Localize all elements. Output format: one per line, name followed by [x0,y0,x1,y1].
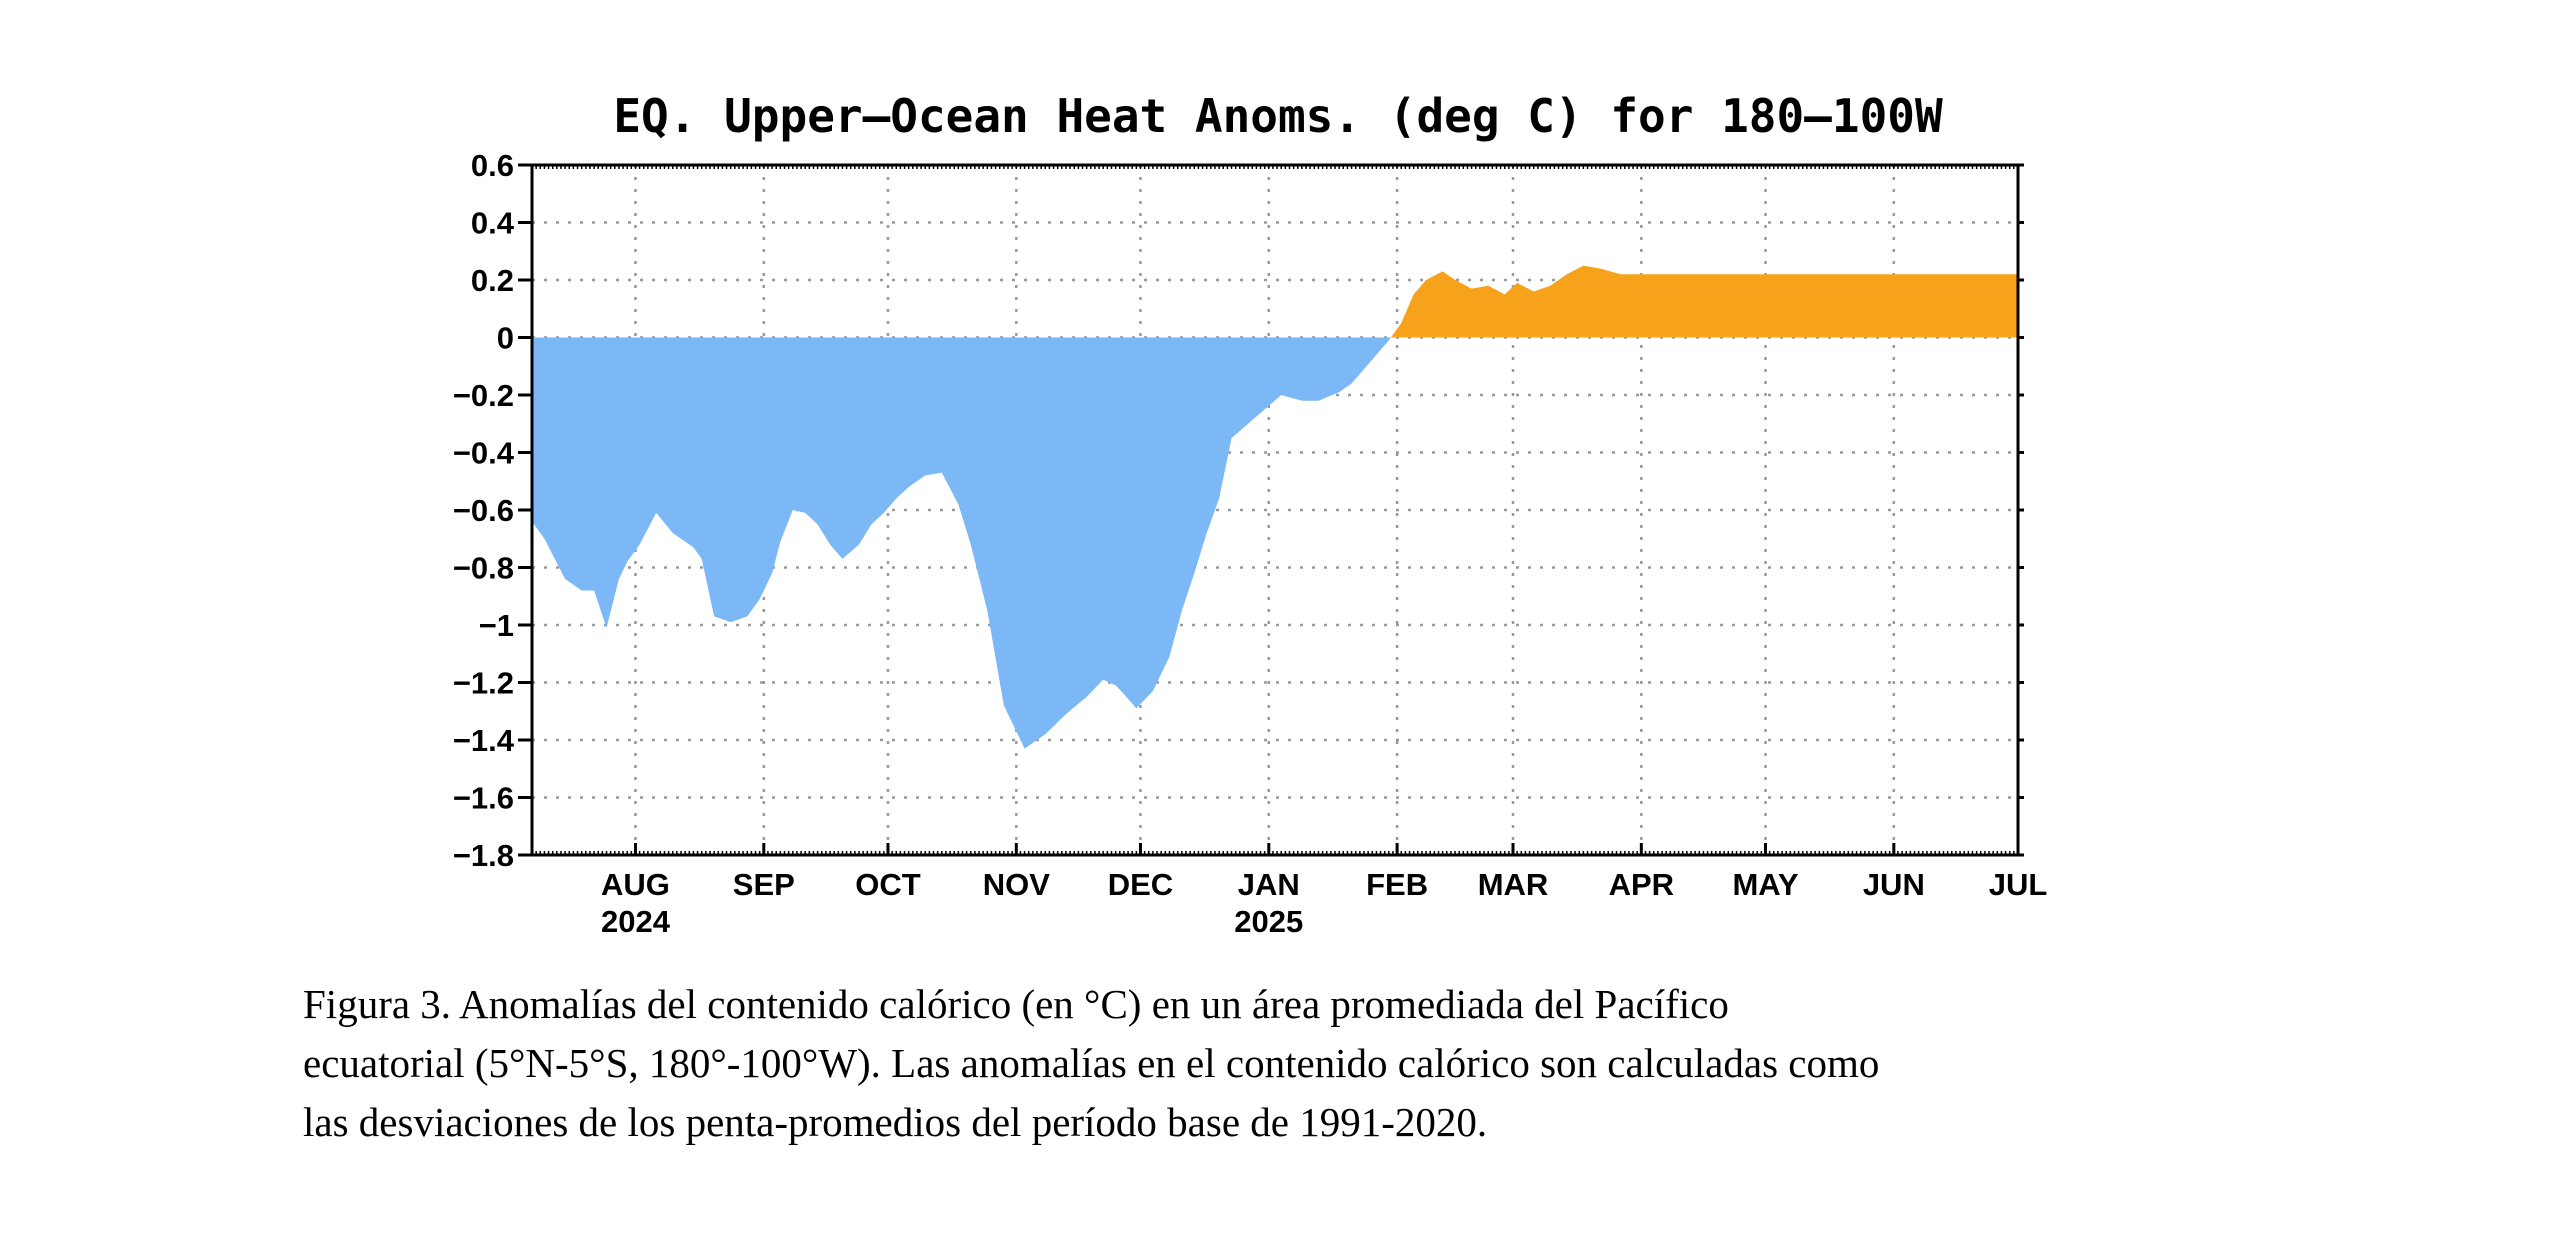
y-tick-label: −0.8 [453,551,514,586]
y-tick-label: −1 [479,608,514,643]
y-tick-label: −0.6 [453,493,514,528]
anomaly-areas [532,265,2018,749]
chart-title: EQ. Upper–Ocean Heat Anoms. (deg C) for … [613,89,1943,143]
x-tick-label: MAR [1478,867,1549,902]
caption-line-2: ecuatorial (5°N-5°S, 180°-100°W). Las an… [303,1040,1880,1086]
y-tick-label: 0.6 [471,148,514,183]
y-tick-label: 0.2 [471,263,514,298]
y-axis-ticks: 0.6 0.4 0.2 0 −0.2 −0.4 −0.6 −0.8 −1 −1.2 −1.4 −1.6… [453,148,2024,873]
y-tick-label: 0 [497,321,514,356]
x-tick-label: MAY [1732,867,1798,902]
heat-anomaly-chart: EQ. Upper–Ocean Heat Anoms. (deg C) for … [453,89,2048,939]
positive-anomaly-area [1390,265,2018,338]
negative-anomaly-area [532,337,1391,749]
y-tick-label: 0.4 [471,206,515,241]
x-tick-label: APR [1609,867,1674,902]
y-tick-label: −1.2 [453,666,514,701]
x-tick-label: JUL [1989,867,2048,902]
x-tick-label: DEC [1108,867,1173,902]
caption-line-1: Figura 3. Anomalías del contenido calóri… [303,981,1729,1027]
figure-caption: Figura 3. Anomalías del contenido calóri… [303,975,2303,1152]
x-year-label: 2025 [1234,904,1303,939]
y-tick-label: −1.6 [453,781,514,816]
x-tick-label: JUN [1863,867,1925,902]
x-tick-label: AUG [601,867,670,902]
y-tick-label: −0.4 [453,436,515,471]
x-tick-label: JAN [1238,867,1300,902]
y-tick-label: −0.2 [453,378,514,413]
caption-line-3: las desviaciones de los penta-promedios … [303,1099,1488,1145]
x-year-label: 2024 [601,904,671,939]
x-tick-label: OCT [855,867,921,902]
y-tick-label: −1.8 [453,838,514,873]
x-tick-label: FEB [1366,867,1428,902]
x-tick-label: SEP [733,867,795,902]
y-tick-label: −1.4 [453,723,515,758]
x-tick-label: NOV [983,867,1051,902]
